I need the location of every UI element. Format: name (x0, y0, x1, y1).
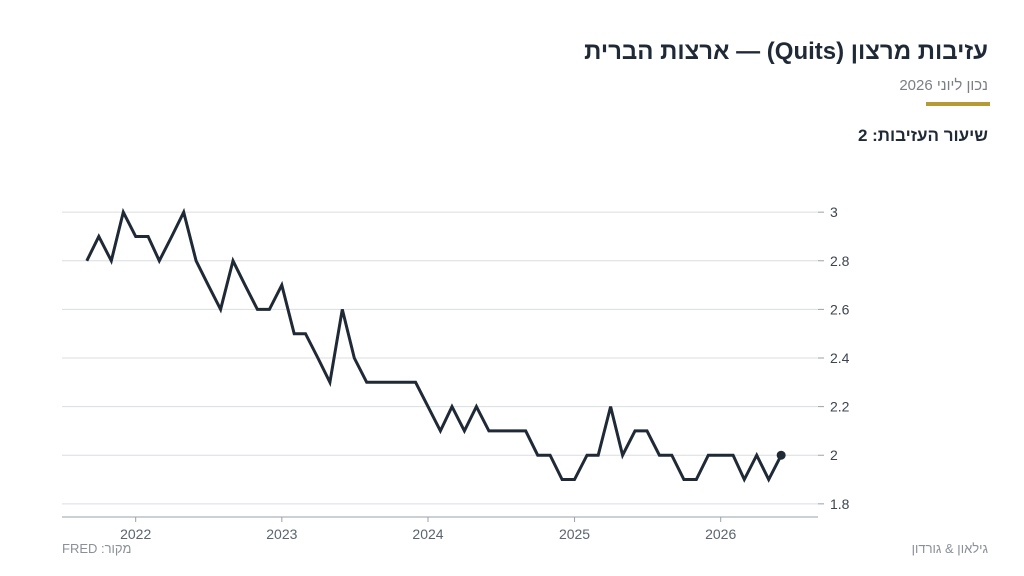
y-tick-label: 3 (830, 204, 838, 220)
x-tick-label: 2025 (559, 526, 590, 542)
x-tick-label: 2023 (266, 526, 297, 542)
last-value-marker (776, 450, 786, 460)
chart-subtitle: נכון ליוני 2026 (899, 77, 988, 94)
current-rate-value: 2 (857, 126, 868, 145)
y-tick-label: 2.2 (830, 399, 850, 415)
y-tick-label: 2.8 (830, 253, 850, 269)
current-rate-label: שיעור העזיבות: (872, 126, 988, 145)
y-tick-label: 1.8 (830, 496, 850, 512)
credit-note: גילאון & גורדון (911, 541, 988, 556)
x-tick-label: 2026 (705, 526, 736, 542)
x-tick-label: 2022 (120, 526, 151, 542)
y-tick-label: 2.4 (830, 350, 850, 366)
accent-bar (926, 102, 990, 106)
source-note: מקור: FRED (62, 541, 132, 556)
x-axis-ticks: 2022 2023 2024 2025 2026 (120, 517, 736, 542)
y-axis-ticks: 1.8 2 2.2 2.4 2.6 2.8 3 (818, 204, 850, 512)
gridlines (62, 211, 818, 505)
y-tick-label: 2.6 (830, 301, 850, 317)
x-tick-label: 2024 (412, 526, 443, 542)
y-tick-label: 2 (830, 447, 838, 463)
current-rate: שיעור העזיבות: 2 (858, 126, 988, 146)
series-line (85, 207, 783, 483)
chart-title: עזיבות מרצון (Quits) — ארצות הברית (584, 38, 988, 65)
